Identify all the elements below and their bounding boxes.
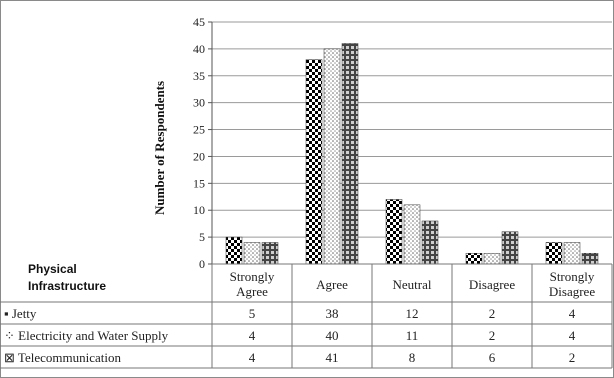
bar-telecommunication-strongly-agree — [261, 242, 279, 265]
bars — [225, 43, 599, 265]
legend-row-label: ▪ Jetty — [4, 306, 37, 321]
bar-electricity-and-water-supply-strongly-agree — [243, 242, 261, 265]
category-label: Neutral — [393, 277, 432, 292]
table-cell-value: 4 — [569, 328, 576, 343]
category-label: Disagree — [469, 277, 515, 292]
table-cell-value: 41 — [326, 350, 339, 365]
table-cell-value: 5 — [249, 306, 256, 321]
table-cell-value: 2 — [489, 306, 496, 321]
y-axis-ticks: 0 5 10 15 20 25 30 35 40 45 — [193, 15, 213, 271]
gridlines — [212, 21, 612, 238]
y-tick-label: 5 — [199, 230, 205, 244]
table-cell-value: 4 — [569, 306, 576, 321]
bar-jetty-agree — [305, 59, 323, 265]
y-tick-label: 0 — [199, 257, 205, 271]
table-cell-value: 2 — [569, 350, 576, 365]
table-cell-value: 40 — [326, 328, 339, 343]
table-cell-value: 6 — [489, 350, 496, 365]
bar-jetty-strongly-disagree — [545, 242, 563, 265]
y-tick-label: 45 — [193, 15, 205, 29]
category-label: Strongly — [230, 269, 275, 284]
bar-jetty-neutral — [385, 199, 403, 265]
y-tick-label: 15 — [193, 176, 205, 190]
table-cell-value: 11 — [406, 328, 419, 343]
table-cell-value: 2 — [489, 328, 496, 343]
y-tick-label: 35 — [193, 69, 205, 83]
table-header-line-1: Physical — [28, 262, 77, 276]
table-cell-value: 12 — [406, 306, 419, 321]
y-tick-label: 10 — [193, 203, 205, 217]
bar-electricity-and-water-supply-disagree — [483, 252, 501, 265]
category-label: Agree — [316, 277, 348, 292]
category-label: Strongly — [550, 269, 595, 284]
bar-telecommunication-disagree — [501, 231, 519, 265]
bar-telecommunication-strongly-disagree — [581, 252, 599, 265]
table-cell-value: 38 — [326, 306, 339, 321]
bar-electricity-and-water-supply-strongly-disagree — [563, 242, 581, 265]
bar-telecommunication-agree — [341, 43, 359, 265]
category-label: Disagree — [549, 284, 595, 299]
y-tick-label: 30 — [193, 96, 205, 110]
y-tick-label: 25 — [193, 123, 205, 137]
category-label: Agree — [236, 284, 268, 299]
bar-telecommunication-neutral — [421, 220, 439, 265]
table-cell-value: 4 — [249, 350, 256, 365]
table-cell-value: 4 — [249, 328, 256, 343]
legend-row-label: ⊠ Telecommunication — [4, 350, 121, 365]
bar-electricity-and-water-supply-neutral — [403, 204, 421, 265]
bar-jetty-strongly-agree — [225, 236, 243, 265]
legend-row-label: ⁘ Electricity and Water Supply — [4, 328, 169, 343]
bar-electricity-and-water-supply-agree — [323, 48, 341, 265]
bar-jetty-disagree — [465, 252, 483, 265]
y-tick-label: 20 — [193, 149, 205, 163]
y-axis-title: Number of Respondents — [152, 81, 167, 215]
table-cell-value: 8 — [409, 350, 416, 365]
y-tick-label: 40 — [193, 42, 205, 56]
table-header-line-2: Infrastructure — [28, 279, 106, 293]
